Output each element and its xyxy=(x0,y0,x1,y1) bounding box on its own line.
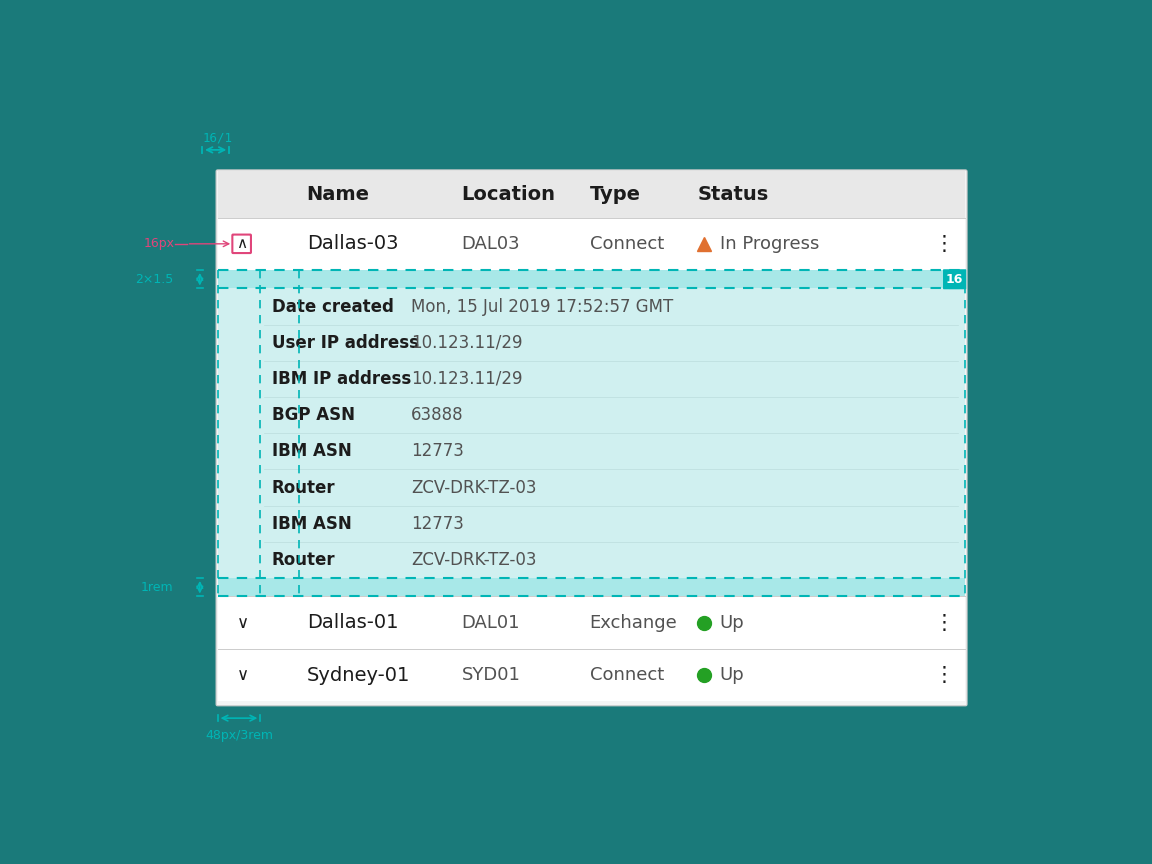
Text: Router: Router xyxy=(272,551,335,569)
Text: DAL03: DAL03 xyxy=(462,235,521,253)
Text: IBM IP address: IBM IP address xyxy=(272,370,411,388)
Text: 16/1: 16/1 xyxy=(202,131,232,144)
Text: Connect: Connect xyxy=(590,666,664,684)
Bar xyxy=(218,596,965,649)
Text: ⋮: ⋮ xyxy=(933,234,954,254)
Bar xyxy=(218,649,965,702)
Text: IBM ASN: IBM ASN xyxy=(272,515,351,533)
Text: IBM ASN: IBM ASN xyxy=(272,442,351,461)
Text: In Progress: In Progress xyxy=(720,235,819,253)
Text: 16px: 16px xyxy=(144,238,175,251)
Text: 1rem: 1rem xyxy=(141,581,174,594)
Bar xyxy=(218,578,965,596)
Bar xyxy=(218,218,965,270)
Bar xyxy=(218,270,965,289)
Text: Sydney-01: Sydney-01 xyxy=(306,665,410,684)
Text: SYD01: SYD01 xyxy=(462,666,521,684)
Text: 16: 16 xyxy=(946,273,963,286)
FancyBboxPatch shape xyxy=(943,270,967,289)
Text: Type: Type xyxy=(590,185,641,204)
Text: Dallas-01: Dallas-01 xyxy=(306,613,399,632)
Text: Up: Up xyxy=(720,666,744,684)
Text: Dallas-03: Dallas-03 xyxy=(306,234,399,253)
Text: 2×1.5: 2×1.5 xyxy=(135,273,174,286)
Text: 63888: 63888 xyxy=(411,406,464,424)
Text: ∨: ∨ xyxy=(237,666,249,684)
Text: Location: Location xyxy=(462,185,555,204)
Text: Exchange: Exchange xyxy=(590,613,677,632)
Text: User IP address: User IP address xyxy=(272,334,419,352)
Text: ∧: ∧ xyxy=(236,237,248,251)
Text: BGP ASN: BGP ASN xyxy=(272,406,355,424)
Text: 12773: 12773 xyxy=(411,515,464,533)
Text: ZCV-DRK-TZ-03: ZCV-DRK-TZ-03 xyxy=(411,551,537,569)
Text: Date created: Date created xyxy=(272,297,394,315)
Text: ZCV-DRK-TZ-03: ZCV-DRK-TZ-03 xyxy=(411,479,537,497)
Text: 10.123.11/29: 10.123.11/29 xyxy=(411,334,523,352)
Text: ∨: ∨ xyxy=(237,613,249,632)
Bar xyxy=(218,289,965,578)
Text: Mon, 15 Jul 2019 17:52:57 GMT: Mon, 15 Jul 2019 17:52:57 GMT xyxy=(411,297,674,315)
Bar xyxy=(218,171,965,218)
Text: Status: Status xyxy=(698,185,770,204)
Text: ⋮: ⋮ xyxy=(933,665,954,685)
Text: ⋮: ⋮ xyxy=(933,613,954,632)
Text: DAL01: DAL01 xyxy=(462,613,521,632)
FancyBboxPatch shape xyxy=(217,170,967,706)
Text: Connect: Connect xyxy=(590,235,664,253)
Text: Router: Router xyxy=(272,479,335,497)
Text: 10.123.11/29: 10.123.11/29 xyxy=(411,370,523,388)
Text: Up: Up xyxy=(720,613,744,632)
Text: 12773: 12773 xyxy=(411,442,464,461)
Text: Name: Name xyxy=(306,185,370,204)
Text: 48px/3rem: 48px/3rem xyxy=(205,729,273,742)
